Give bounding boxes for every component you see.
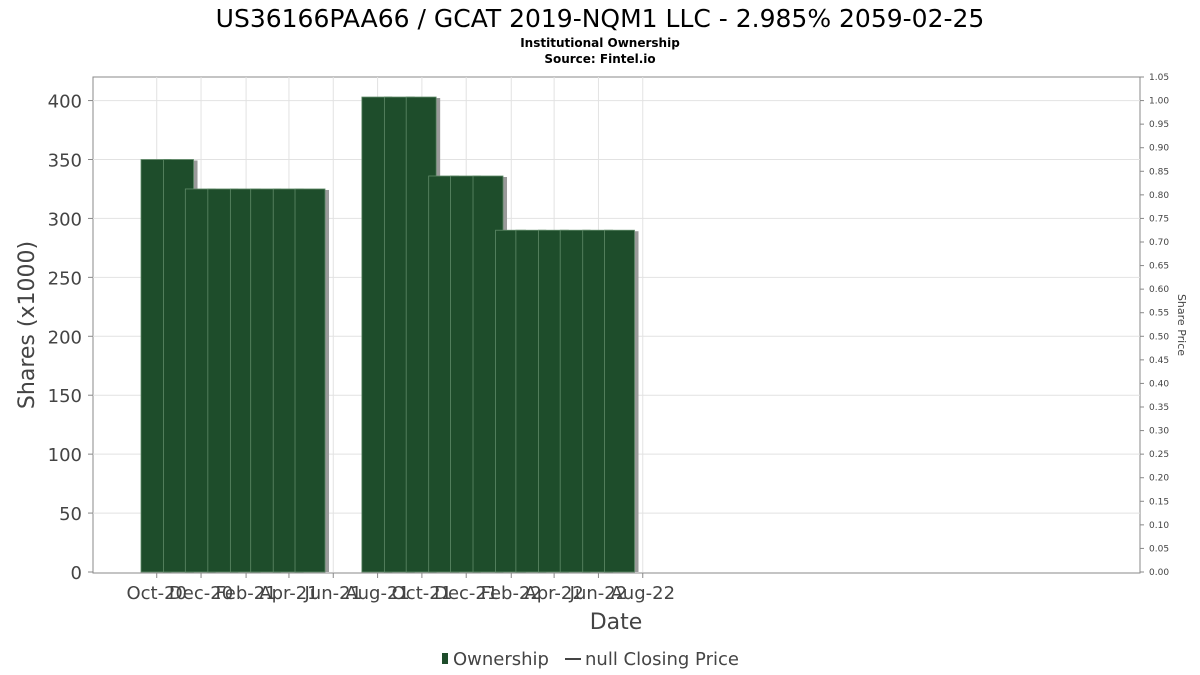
y2-tick-label: 0.05 xyxy=(1149,544,1169,554)
ownership-bar xyxy=(294,188,326,573)
y2-tick-label: 0.80 xyxy=(1149,191,1169,201)
y2-tick-label: 0.35 xyxy=(1149,403,1169,413)
y-tick-label: 350 xyxy=(48,151,82,172)
y-tick-label: 100 xyxy=(48,445,82,466)
ownership-bar xyxy=(604,229,635,573)
y2-axis: 0.00 0.05 0.10 0.15 0.20 0.25 0.30 0.35 0.40 0.45… xyxy=(1140,73,1169,578)
y2-tick-label: 0.50 xyxy=(1149,332,1169,342)
y-axis-label: Shares (x1000) xyxy=(15,241,40,409)
y2-tick-label: 0.40 xyxy=(1149,379,1169,389)
y2-tick-label: 0.75 xyxy=(1149,214,1169,224)
chart-source: Source: Fintel.io xyxy=(544,52,655,66)
legend-price-label: null Closing Price xyxy=(585,649,739,670)
x-tick-label: Oct-20 xyxy=(126,583,187,604)
chart-title: US36166PAA66 / GCAT 2019-NQM1 LLC - 2.98… xyxy=(216,4,985,33)
y2-tick-label: 0.90 xyxy=(1149,144,1169,154)
x-axis-label: Date xyxy=(590,610,643,635)
x-tick-label: Dec-20 xyxy=(169,583,233,604)
chart-subtitle: Institutional Ownership xyxy=(520,36,680,50)
legend: Ownership null Closing Price xyxy=(442,649,739,670)
y-tick-label: 50 xyxy=(59,504,82,525)
y2-tick-label: 0.00 xyxy=(1149,568,1169,578)
y-tick-label: 300 xyxy=(48,209,82,230)
y2-tick-label: 1.00 xyxy=(1149,97,1169,107)
bars xyxy=(140,96,639,573)
y-tick-label: 0 xyxy=(71,563,82,584)
y2-tick-label: 0.95 xyxy=(1149,120,1169,130)
y-tick-label: 400 xyxy=(48,92,82,113)
x-tick-label: Feb-22 xyxy=(481,583,542,604)
x-tick-label: Oct-21 xyxy=(392,583,453,604)
y2-tick-label: 0.60 xyxy=(1149,285,1169,295)
x-tick-label: Jun-22 xyxy=(569,583,628,604)
y-tick-label: 250 xyxy=(48,268,82,289)
y2-tick-label: 0.15 xyxy=(1149,497,1169,507)
y2-tick-label: 0.25 xyxy=(1149,450,1169,460)
x-axis: Oct-20Dec-20Feb-21Apr-21Jun-21Aug-21Oct-… xyxy=(93,572,1140,604)
x-tick-label: Apr-21 xyxy=(259,583,318,604)
y-tick-label: 150 xyxy=(48,386,82,407)
y-axis: 0 50 100 150 200 250 300 350 400 xyxy=(48,92,93,584)
x-tick-label: Apr-22 xyxy=(524,583,583,604)
y2-tick-label: 1.05 xyxy=(1149,73,1169,83)
y2-tick-label: 0.65 xyxy=(1149,262,1169,272)
y2-axis-label: Share Price xyxy=(1175,294,1188,356)
y2-tick-label: 0.70 xyxy=(1149,238,1169,248)
y-tick-label: 200 xyxy=(48,327,82,348)
x-tick-label: Aug-22 xyxy=(610,583,675,604)
y2-tick-label: 0.30 xyxy=(1149,427,1169,437)
x-tick-label: Feb-21 xyxy=(215,583,276,604)
y2-tick-label: 0.20 xyxy=(1149,474,1169,484)
y2-tick-label: 0.85 xyxy=(1149,167,1169,177)
legend-ownership-label: Ownership xyxy=(453,649,549,670)
legend-ownership-swatch xyxy=(442,653,448,664)
y2-tick-label: 0.55 xyxy=(1149,309,1169,319)
x-tick-label: Jun-21 xyxy=(304,583,363,604)
x-tick-label: Aug-21 xyxy=(345,583,410,604)
y2-tick-label: 0.45 xyxy=(1149,356,1169,366)
x-tick-label: Dec-21 xyxy=(434,583,498,604)
y2-tick-label: 0.10 xyxy=(1149,521,1169,531)
